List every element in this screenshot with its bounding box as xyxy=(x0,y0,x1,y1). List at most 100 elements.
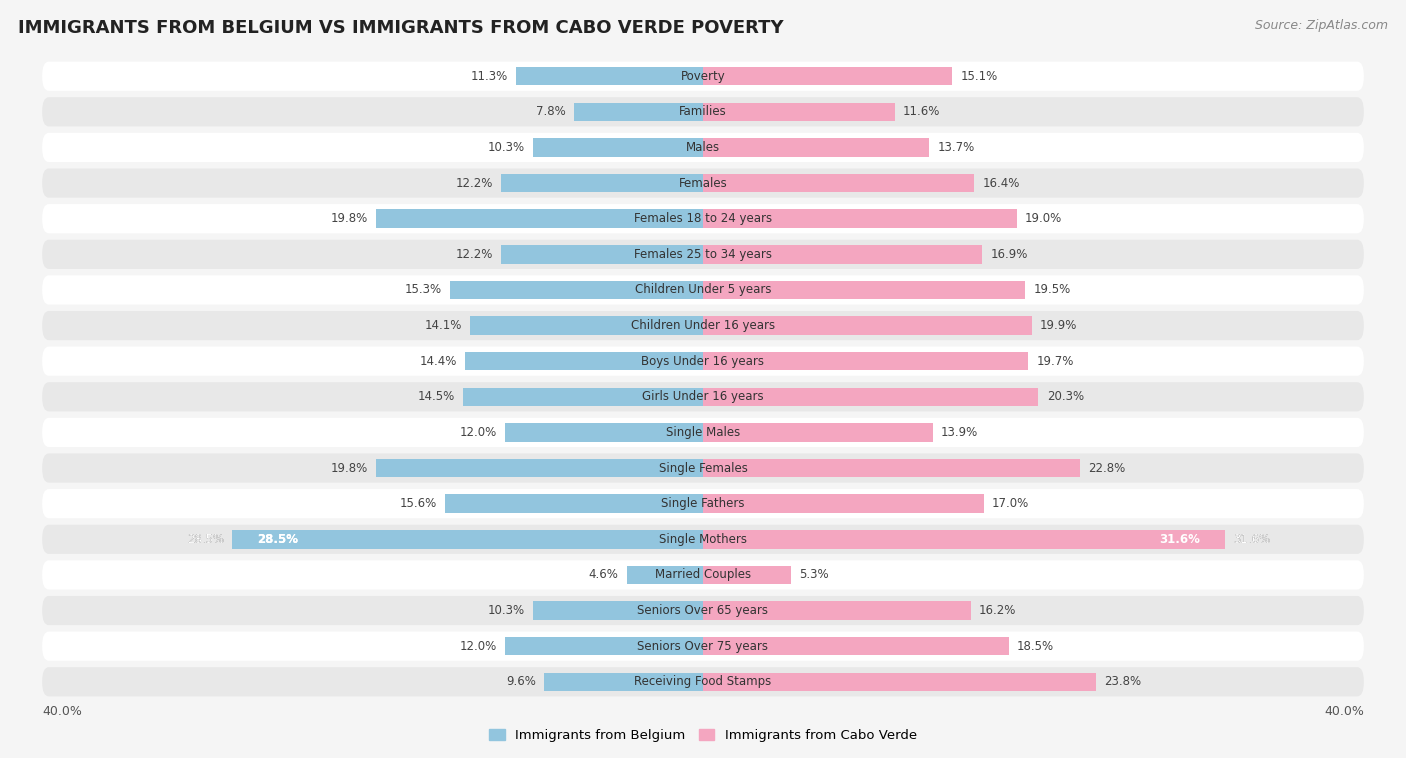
Bar xyxy=(703,530,1225,549)
Text: Females: Females xyxy=(679,177,727,190)
Text: 11.6%: 11.6% xyxy=(903,105,941,118)
FancyBboxPatch shape xyxy=(42,453,1364,483)
FancyBboxPatch shape xyxy=(42,61,1364,91)
Text: 14.5%: 14.5% xyxy=(418,390,456,403)
Text: Families: Families xyxy=(679,105,727,118)
FancyBboxPatch shape xyxy=(42,204,1364,233)
Text: 14.4%: 14.4% xyxy=(419,355,457,368)
FancyBboxPatch shape xyxy=(42,240,1364,269)
Text: 19.9%: 19.9% xyxy=(1040,319,1077,332)
FancyBboxPatch shape xyxy=(42,596,1364,625)
Bar xyxy=(450,280,703,299)
Text: 31.6%: 31.6% xyxy=(1233,533,1271,546)
Text: 19.0%: 19.0% xyxy=(1025,212,1063,225)
Bar xyxy=(505,423,703,442)
Text: Children Under 16 years: Children Under 16 years xyxy=(631,319,775,332)
Bar xyxy=(574,102,703,121)
FancyBboxPatch shape xyxy=(42,382,1364,412)
Bar xyxy=(375,459,703,478)
Text: Females 25 to 34 years: Females 25 to 34 years xyxy=(634,248,772,261)
Bar xyxy=(703,209,1017,228)
Text: 28.5%: 28.5% xyxy=(187,533,224,546)
Bar xyxy=(502,245,703,264)
Text: 11.3%: 11.3% xyxy=(471,70,508,83)
Bar xyxy=(703,565,790,584)
Text: Single Mothers: Single Mothers xyxy=(659,533,747,546)
Text: 31.6%: 31.6% xyxy=(1160,533,1201,546)
Text: 16.2%: 16.2% xyxy=(979,604,1017,617)
Text: 10.3%: 10.3% xyxy=(488,141,524,154)
Text: 15.6%: 15.6% xyxy=(399,497,437,510)
Text: 19.8%: 19.8% xyxy=(330,462,367,475)
Bar xyxy=(703,637,1008,656)
Text: 13.7%: 13.7% xyxy=(938,141,974,154)
Text: 40.0%: 40.0% xyxy=(1324,705,1364,718)
Text: Children Under 5 years: Children Under 5 years xyxy=(634,283,772,296)
Bar xyxy=(703,174,974,193)
Text: 18.5%: 18.5% xyxy=(1017,640,1054,653)
Text: 23.8%: 23.8% xyxy=(1105,675,1142,688)
Text: 14.1%: 14.1% xyxy=(425,319,461,332)
Text: Males: Males xyxy=(686,141,720,154)
FancyBboxPatch shape xyxy=(42,489,1364,518)
Text: Receiving Food Stamps: Receiving Food Stamps xyxy=(634,675,772,688)
Bar xyxy=(703,459,1080,478)
Text: Seniors Over 65 years: Seniors Over 65 years xyxy=(637,604,769,617)
Text: 19.8%: 19.8% xyxy=(330,212,367,225)
Bar xyxy=(703,352,1028,371)
Bar xyxy=(470,316,703,335)
Text: 12.2%: 12.2% xyxy=(456,248,494,261)
Text: 17.0%: 17.0% xyxy=(993,497,1029,510)
Text: 15.3%: 15.3% xyxy=(405,283,441,296)
Bar xyxy=(703,672,1097,691)
Text: Poverty: Poverty xyxy=(681,70,725,83)
Text: 16.4%: 16.4% xyxy=(983,177,1019,190)
Bar xyxy=(375,209,703,228)
Text: 12.0%: 12.0% xyxy=(460,640,496,653)
Text: 4.6%: 4.6% xyxy=(589,568,619,581)
Text: 9.6%: 9.6% xyxy=(506,675,536,688)
Text: 28.5%: 28.5% xyxy=(257,533,298,546)
Text: 28.5%: 28.5% xyxy=(187,533,224,546)
Bar xyxy=(703,245,983,264)
Text: Females 18 to 24 years: Females 18 to 24 years xyxy=(634,212,772,225)
Bar xyxy=(516,67,703,86)
FancyBboxPatch shape xyxy=(42,168,1364,198)
Bar xyxy=(505,637,703,656)
Bar xyxy=(544,672,703,691)
Text: Source: ZipAtlas.com: Source: ZipAtlas.com xyxy=(1254,19,1388,32)
Text: 40.0%: 40.0% xyxy=(42,705,82,718)
Text: 13.9%: 13.9% xyxy=(941,426,979,439)
Bar xyxy=(703,138,929,157)
Bar xyxy=(703,67,952,86)
Bar xyxy=(627,565,703,584)
Text: Single Males: Single Males xyxy=(666,426,740,439)
Text: Seniors Over 75 years: Seniors Over 75 years xyxy=(637,640,769,653)
Text: 22.8%: 22.8% xyxy=(1088,462,1125,475)
FancyBboxPatch shape xyxy=(42,311,1364,340)
Text: 5.3%: 5.3% xyxy=(799,568,828,581)
Text: 12.2%: 12.2% xyxy=(456,177,494,190)
Text: Married Couples: Married Couples xyxy=(655,568,751,581)
Bar xyxy=(232,530,703,549)
Bar xyxy=(703,102,894,121)
Text: 16.9%: 16.9% xyxy=(990,248,1028,261)
Bar xyxy=(703,316,1032,335)
Text: 20.3%: 20.3% xyxy=(1046,390,1084,403)
Bar xyxy=(703,423,932,442)
Bar xyxy=(533,138,703,157)
Text: IMMIGRANTS FROM BELGIUM VS IMMIGRANTS FROM CABO VERDE POVERTY: IMMIGRANTS FROM BELGIUM VS IMMIGRANTS FR… xyxy=(18,19,785,37)
Bar xyxy=(703,280,1025,299)
Bar xyxy=(464,387,703,406)
Text: 10.3%: 10.3% xyxy=(488,604,524,617)
FancyBboxPatch shape xyxy=(42,418,1364,447)
Text: Single Fathers: Single Fathers xyxy=(661,497,745,510)
FancyBboxPatch shape xyxy=(42,560,1364,590)
FancyBboxPatch shape xyxy=(42,275,1364,305)
FancyBboxPatch shape xyxy=(42,525,1364,554)
Text: 19.5%: 19.5% xyxy=(1033,283,1070,296)
Text: 15.1%: 15.1% xyxy=(960,70,998,83)
Bar xyxy=(533,601,703,620)
Bar xyxy=(703,387,1039,406)
Legend: Immigrants from Belgium, Immigrants from Cabo Verde: Immigrants from Belgium, Immigrants from… xyxy=(484,724,922,747)
